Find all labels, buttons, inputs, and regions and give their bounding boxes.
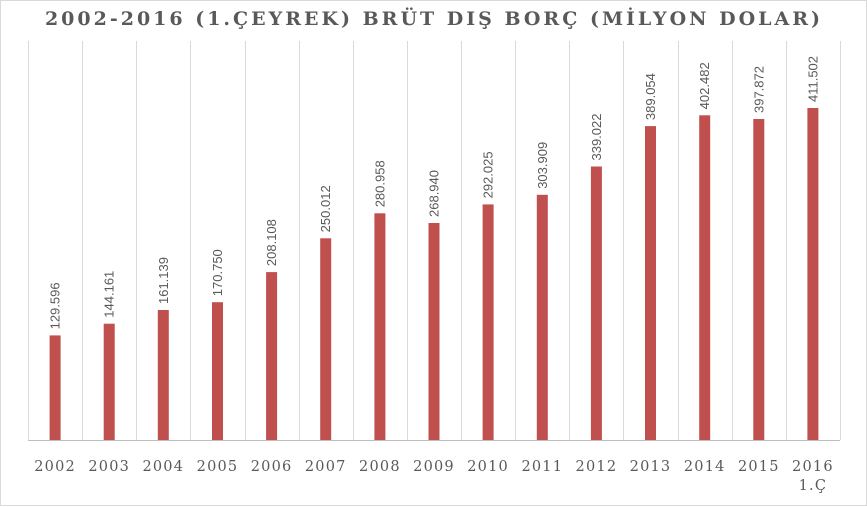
x-tick-labels: 2002 2003 2004 2005 2006 2007 2008 2009 2010 2011…: [34, 459, 834, 494]
data-label: 208.108: [264, 219, 279, 266]
bar-2010: [482, 204, 494, 440]
bar-2005: [212, 302, 223, 440]
data-label: 129.596: [48, 282, 63, 329]
bar-2015: [753, 119, 765, 440]
bar-2007: [320, 238, 332, 440]
bar-2011: [536, 194, 548, 440]
data-label: 339.022: [589, 114, 604, 161]
data-label: 402.482: [697, 62, 712, 109]
x-tick-label: 2005: [197, 459, 239, 475]
data-label: 161.139: [156, 257, 171, 304]
x-tick-label: 2006: [251, 459, 293, 475]
x-tick-label: 2015: [738, 459, 780, 475]
data-label: 389.054: [643, 73, 658, 120]
bar-2006: [266, 272, 278, 440]
x-tick-label: 2012: [576, 459, 618, 475]
x-tick-label: 2004: [142, 459, 184, 475]
x-tick-label: 2009: [413, 459, 455, 475]
x-tick-label: 2007: [305, 459, 347, 475]
x-tick-label: 2003: [88, 459, 130, 475]
x-tick-label: 2011: [521, 459, 563, 475]
data-label: 268.940: [427, 170, 442, 217]
bar-2016-1-: [807, 108, 819, 440]
bar-2014: [699, 115, 711, 441]
data-label: 303.909: [535, 142, 550, 189]
data-label: 411.502: [805, 56, 820, 102]
data-labels: 129.596 144.161 161.139 170.750 208.108 250.0…: [48, 56, 821, 329]
data-label: 144.161: [102, 271, 117, 318]
x-tick-label: 2002: [34, 459, 76, 475]
bar-2002: [49, 335, 61, 440]
bars: [49, 108, 819, 441]
data-label: 250.012: [318, 185, 333, 232]
bar-2012: [590, 166, 602, 440]
bar-2008: [374, 213, 386, 440]
gridlines: [28, 41, 841, 441]
x-tick-label: 1.Ç: [799, 478, 828, 494]
bar-2013: [645, 126, 656, 440]
x-tick-label: 2016: [792, 459, 834, 475]
data-label: 397.872: [751, 66, 766, 113]
data-label: 170.750: [210, 249, 225, 296]
x-tick-label: 2010: [467, 459, 509, 475]
x-tick-label: 2014: [684, 459, 726, 475]
bar-2003: [103, 323, 115, 440]
bar-2009: [428, 223, 440, 440]
chart-title: 2002-2016 (1.ÇEYREK) BRÜT DIŞ BORÇ (MİLY…: [45, 7, 823, 30]
x-tick-label: 2008: [359, 459, 401, 475]
bar-2004: [157, 310, 169, 440]
x-tick-label: 2013: [630, 459, 672, 475]
data-label: 280.958: [372, 160, 387, 207]
data-label: 292.025: [481, 151, 496, 198]
